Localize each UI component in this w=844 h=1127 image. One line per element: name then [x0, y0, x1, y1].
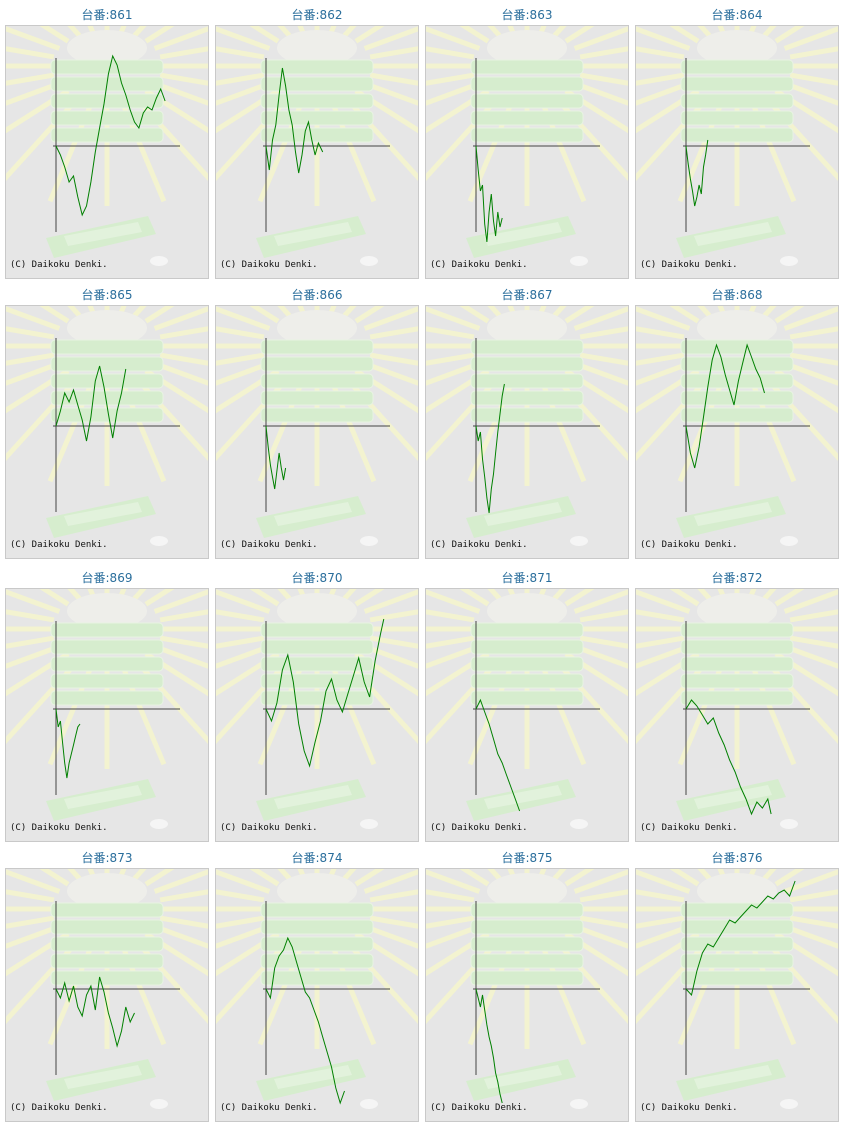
- slump-line: [475, 145, 503, 243]
- slump-graph: [216, 589, 418, 829]
- slump-graph: [426, 589, 628, 829]
- slump-line: [685, 343, 765, 469]
- slump-graph-panel: (C) Daikoku Denki.: [215, 868, 419, 1122]
- slump-graph: [216, 306, 418, 546]
- machine-title-link[interactable]: 台番:861: [81, 8, 133, 22]
- slump-graph: [6, 589, 208, 829]
- slump-graph: [426, 869, 628, 1109]
- slump-line: [55, 365, 127, 442]
- slump-line: [265, 936, 345, 1105]
- background-illustration: [6, 589, 208, 829]
- slump-graph-panel: (C) Daikoku Denki.: [635, 25, 839, 279]
- slump-graph: [6, 306, 208, 546]
- slump-graph-panel: (C) Daikoku Denki.: [5, 25, 209, 279]
- background-illustration: [6, 306, 208, 546]
- copyright-text: (C) Daikoku Denki.: [430, 540, 528, 550]
- slump-graph-panel: (C) Daikoku Denki.: [215, 305, 419, 559]
- background-illustration: [636, 589, 838, 829]
- background-illustration: [426, 589, 628, 829]
- slump-line: [475, 383, 505, 514]
- copyright-text: (C) Daikoku Denki.: [640, 823, 738, 833]
- slump-graph-panel: (C) Daikoku Denki.: [425, 305, 629, 559]
- background-illustration: [6, 26, 208, 266]
- slump-line: [685, 699, 772, 816]
- slump-line: [685, 880, 796, 997]
- slump-graph-panel: (C) Daikoku Denki.: [425, 868, 629, 1122]
- slump-line: [685, 139, 709, 207]
- copyright-text: (C) Daikoku Denki.: [640, 540, 738, 550]
- background-illustration: [216, 306, 418, 546]
- copyright-text: (C) Daikoku Denki.: [430, 1103, 528, 1113]
- slump-line: [55, 976, 135, 1048]
- slump-graph-panel: (C) Daikoku Denki.: [215, 588, 419, 842]
- background-illustration: [216, 869, 418, 1109]
- slump-graph: [636, 26, 838, 266]
- background-illustration: [636, 26, 838, 266]
- slump-line: [265, 67, 324, 174]
- slump-graph: [426, 26, 628, 266]
- background-illustration: [636, 869, 838, 1109]
- slump-graph: [636, 306, 838, 546]
- slump-graph: [216, 26, 418, 266]
- background-illustration: [426, 869, 628, 1109]
- slump-graph-panel: (C) Daikoku Denki.: [635, 588, 839, 842]
- slump-graph: [6, 26, 208, 266]
- slump-line: [475, 698, 521, 812]
- slump-graph-panel: (C) Daikoku Denki.: [425, 588, 629, 842]
- slump-graph-panel: (C) Daikoku Denki.: [5, 588, 209, 842]
- slump-line: [475, 988, 503, 1104]
- copyright-text: (C) Daikoku Denki.: [640, 1103, 738, 1113]
- background-illustration: [216, 26, 418, 266]
- slump-line: [55, 54, 166, 217]
- slump-graph: [636, 869, 838, 1109]
- machine-title-link[interactable]: 台番:874: [291, 851, 343, 865]
- copyright-text: (C) Daikoku Denki.: [430, 260, 528, 270]
- slump-line: [265, 425, 287, 490]
- copyright-text: (C) Daikoku Denki.: [10, 823, 108, 833]
- slump-graph: [426, 306, 628, 546]
- machine-title-link[interactable]: 台番:863: [501, 8, 553, 22]
- slump-graph: [6, 869, 208, 1109]
- background-illustration: [6, 869, 208, 1109]
- slump-graph-panel: (C) Daikoku Denki.: [635, 305, 839, 559]
- background-illustration: [426, 306, 628, 546]
- machine-title-link[interactable]: 台番:873: [81, 851, 133, 865]
- machine-title-link[interactable]: 台番:866: [291, 288, 343, 302]
- slump-graph-panel: (C) Daikoku Denki.: [425, 25, 629, 279]
- machine-title-link[interactable]: 台番:871: [501, 571, 553, 585]
- machine-title-link[interactable]: 台番:876: [711, 851, 763, 865]
- copyright-text: (C) Daikoku Denki.: [220, 260, 318, 270]
- machine-title-link[interactable]: 台番:862: [291, 8, 343, 22]
- copyright-text: (C) Daikoku Denki.: [640, 260, 738, 270]
- slump-line: [265, 618, 385, 768]
- slump-graph: [636, 589, 838, 829]
- machine-title-link[interactable]: 台番:869: [81, 571, 133, 585]
- background-illustration: [426, 26, 628, 266]
- copyright-text: (C) Daikoku Denki.: [10, 540, 108, 550]
- machine-title-link[interactable]: 台番:872: [711, 571, 763, 585]
- machine-title-link[interactable]: 台番:875: [501, 851, 553, 865]
- slump-graph-panel: (C) Daikoku Denki.: [5, 868, 209, 1122]
- machine-title-link[interactable]: 台番:868: [711, 288, 763, 302]
- slump-graph-panel: (C) Daikoku Denki.: [5, 305, 209, 559]
- slump-graph-panel: (C) Daikoku Denki.: [635, 868, 839, 1122]
- machine-title-link[interactable]: 台番:870: [291, 571, 343, 585]
- copyright-text: (C) Daikoku Denki.: [10, 1103, 108, 1113]
- copyright-text: (C) Daikoku Denki.: [220, 823, 318, 833]
- background-illustration: [216, 589, 418, 829]
- slump-graph-panel: (C) Daikoku Denki.: [215, 25, 419, 279]
- machine-title-link[interactable]: 台番:867: [501, 288, 553, 302]
- copyright-text: (C) Daikoku Denki.: [10, 260, 108, 270]
- slump-line: [55, 708, 81, 779]
- machine-title-link[interactable]: 台番:865: [81, 288, 133, 302]
- slump-graph: [216, 869, 418, 1109]
- copyright-text: (C) Daikoku Denki.: [220, 540, 318, 550]
- copyright-text: (C) Daikoku Denki.: [220, 1103, 318, 1113]
- machine-title-link[interactable]: 台番:864: [711, 8, 763, 22]
- copyright-text: (C) Daikoku Denki.: [430, 823, 528, 833]
